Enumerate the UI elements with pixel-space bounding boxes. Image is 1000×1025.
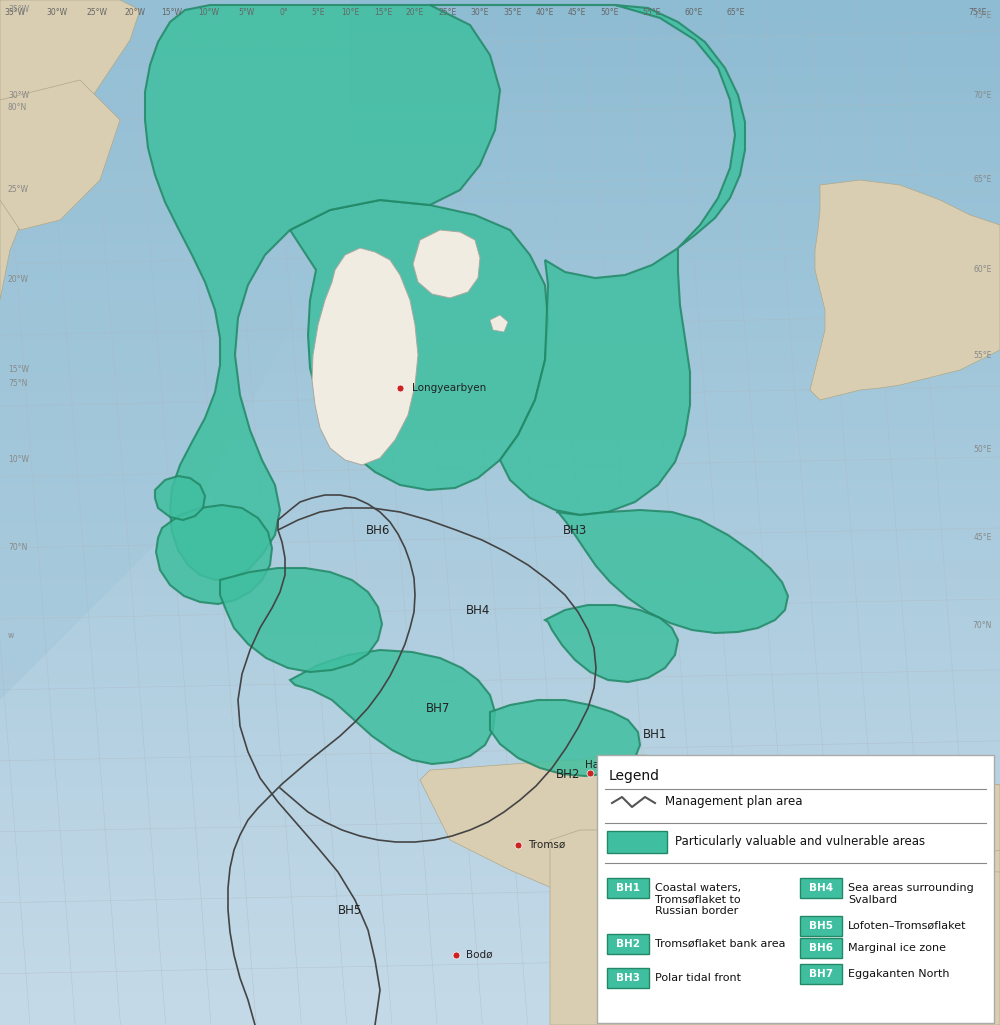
Text: Longyearbyen: Longyearbyen bbox=[412, 383, 486, 393]
Text: BH5: BH5 bbox=[809, 921, 833, 931]
Text: 40°E: 40°E bbox=[536, 8, 554, 17]
Polygon shape bbox=[156, 505, 272, 604]
Bar bbox=[597, 755, 994, 1023]
Text: 45°E: 45°E bbox=[974, 533, 992, 541]
Text: BH3: BH3 bbox=[563, 524, 587, 536]
Polygon shape bbox=[810, 180, 1000, 400]
Text: Tromsøflaket bank area: Tromsøflaket bank area bbox=[655, 939, 786, 949]
Text: 35°W: 35°W bbox=[4, 8, 26, 17]
Polygon shape bbox=[290, 200, 548, 490]
Text: Bodø: Bodø bbox=[466, 950, 492, 960]
Text: BH5: BH5 bbox=[338, 903, 362, 916]
Text: w: w bbox=[8, 630, 14, 640]
Polygon shape bbox=[0, 0, 140, 300]
Polygon shape bbox=[430, 5, 745, 515]
Text: 55°E: 55°E bbox=[643, 8, 661, 17]
Text: 75°E: 75°E bbox=[969, 8, 987, 17]
Text: Vadsø: Vadsø bbox=[724, 758, 755, 768]
Text: Polar tidal front: Polar tidal front bbox=[655, 973, 741, 983]
Text: 20°E: 20°E bbox=[406, 8, 424, 17]
Text: Coastal waters,
Tromsøflaket to
Russian border: Coastal waters, Tromsøflaket to Russian … bbox=[655, 883, 741, 916]
Text: 35°W: 35°W bbox=[8, 5, 29, 14]
Text: 30°W: 30°W bbox=[46, 8, 68, 17]
Polygon shape bbox=[0, 0, 350, 700]
Text: BH7: BH7 bbox=[426, 701, 450, 714]
Bar bbox=[607, 831, 667, 853]
Bar bbox=[607, 968, 649, 988]
Text: 25°E: 25°E bbox=[439, 8, 457, 17]
Polygon shape bbox=[490, 315, 508, 332]
Polygon shape bbox=[290, 650, 495, 764]
Text: 60°E: 60°E bbox=[974, 265, 992, 275]
Text: 45°E: 45°E bbox=[568, 8, 586, 17]
Polygon shape bbox=[0, 80, 120, 230]
Text: Eggakanten North: Eggakanten North bbox=[848, 969, 950, 979]
Text: 25°W: 25°W bbox=[8, 186, 29, 195]
Bar bbox=[800, 938, 842, 958]
Bar bbox=[800, 916, 842, 936]
Text: 70°E: 70°E bbox=[974, 90, 992, 99]
Text: BH4: BH4 bbox=[809, 883, 833, 893]
Text: Lofoten–Tromsøflaket: Lofoten–Tromsøflaket bbox=[848, 921, 966, 931]
Text: Sea areas surrounding
Svalbard: Sea areas surrounding Svalbard bbox=[848, 883, 974, 905]
Text: Management plan area: Management plan area bbox=[665, 795, 802, 809]
Text: 20°W: 20°W bbox=[124, 8, 146, 17]
Text: 15°W: 15°W bbox=[162, 8, 182, 17]
Text: BH2: BH2 bbox=[556, 769, 580, 781]
Text: Hammerfest: Hammerfest bbox=[585, 760, 650, 770]
Text: 30°E: 30°E bbox=[471, 8, 489, 17]
Text: Kirkenes: Kirkenes bbox=[724, 777, 769, 787]
Text: 0°: 0° bbox=[280, 8, 288, 17]
Polygon shape bbox=[545, 605, 678, 682]
Polygon shape bbox=[155, 476, 205, 520]
Text: 10°E: 10°E bbox=[341, 8, 359, 17]
Bar bbox=[800, 964, 842, 984]
Bar bbox=[800, 878, 842, 898]
Text: 10°W: 10°W bbox=[8, 455, 29, 464]
Text: BH1: BH1 bbox=[616, 883, 640, 893]
Text: BH6: BH6 bbox=[809, 943, 833, 953]
Text: 25°W: 25°W bbox=[87, 8, 108, 17]
Text: Marginal ice zone: Marginal ice zone bbox=[848, 943, 946, 953]
Polygon shape bbox=[145, 5, 500, 580]
Polygon shape bbox=[556, 510, 788, 633]
Polygon shape bbox=[420, 755, 1000, 1025]
Text: BH3: BH3 bbox=[616, 973, 640, 983]
Text: 65°E: 65°E bbox=[974, 175, 992, 184]
Text: 50°E: 50°E bbox=[601, 8, 619, 17]
Polygon shape bbox=[220, 568, 382, 672]
Text: BH7: BH7 bbox=[809, 969, 833, 979]
Text: 5°E: 5°E bbox=[311, 8, 325, 17]
Text: 10°W: 10°W bbox=[198, 8, 220, 17]
Text: 70°N: 70°N bbox=[8, 543, 27, 552]
Text: 80°N: 80°N bbox=[8, 104, 27, 113]
Text: Legend: Legend bbox=[609, 769, 660, 783]
Text: 75°E: 75°E bbox=[974, 10, 992, 19]
Text: 15°E: 15°E bbox=[374, 8, 392, 17]
Text: 15°W: 15°W bbox=[8, 366, 29, 374]
Text: 60°E: 60°E bbox=[685, 8, 703, 17]
Text: 75°N: 75°N bbox=[8, 378, 27, 387]
Text: BH2: BH2 bbox=[616, 939, 640, 949]
Text: 50°E: 50°E bbox=[974, 446, 992, 454]
Text: 35°E: 35°E bbox=[504, 8, 522, 17]
Text: 5°W: 5°W bbox=[238, 8, 254, 17]
Bar bbox=[607, 878, 649, 898]
Text: BH4: BH4 bbox=[466, 604, 490, 616]
Text: BH6: BH6 bbox=[366, 524, 390, 536]
Text: 65°E: 65°E bbox=[727, 8, 745, 17]
Text: BH1: BH1 bbox=[643, 729, 667, 741]
Text: 20°W: 20°W bbox=[8, 276, 29, 285]
Polygon shape bbox=[750, 760, 1000, 864]
Polygon shape bbox=[312, 248, 418, 465]
Polygon shape bbox=[490, 700, 640, 776]
Polygon shape bbox=[413, 230, 480, 298]
Polygon shape bbox=[550, 830, 1000, 1025]
Text: Particularly valuable and vulnerable areas: Particularly valuable and vulnerable are… bbox=[675, 835, 925, 849]
Bar bbox=[607, 934, 649, 954]
Text: 55°E: 55°E bbox=[974, 351, 992, 360]
Text: 70°N: 70°N bbox=[973, 620, 992, 629]
Text: Tromsø: Tromsø bbox=[528, 840, 565, 850]
Text: 30°W: 30°W bbox=[8, 90, 29, 99]
